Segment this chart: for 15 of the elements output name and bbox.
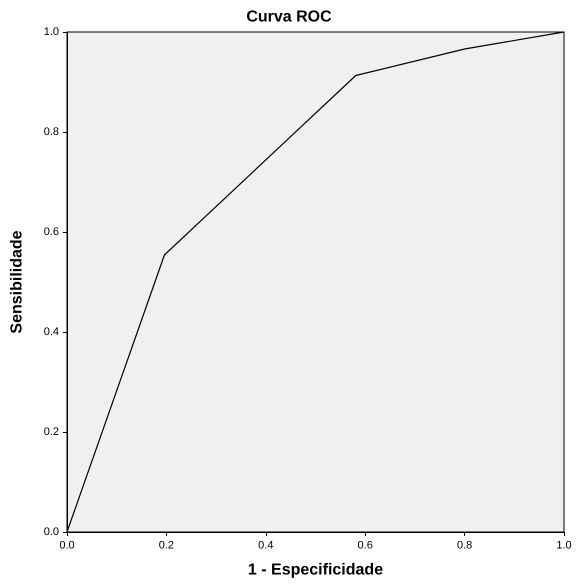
x-tick-label: 1.0: [556, 540, 572, 552]
x-tick-label: 0.4: [258, 540, 274, 552]
y-tick-label: 0.2: [44, 426, 59, 438]
x-tick-label: 0.2: [158, 540, 174, 552]
x-axis-title: 1 - Especificidade: [248, 562, 384, 578]
y-tick-label: 0.4: [44, 326, 59, 338]
x-tick-label: 0.8: [456, 540, 472, 552]
y-tick-label: 1.0: [44, 26, 59, 38]
x-tick-label: 0.6: [358, 540, 373, 552]
y-tick-label: 0.6: [44, 226, 59, 238]
chart-title: Curva ROC: [246, 8, 332, 26]
x-tick-label: 0.0: [59, 540, 75, 552]
y-axis-title: Sensibilidade: [8, 230, 26, 334]
y-tick-label: 0.0: [44, 526, 59, 538]
y-tick-label: 0.8: [44, 126, 59, 138]
